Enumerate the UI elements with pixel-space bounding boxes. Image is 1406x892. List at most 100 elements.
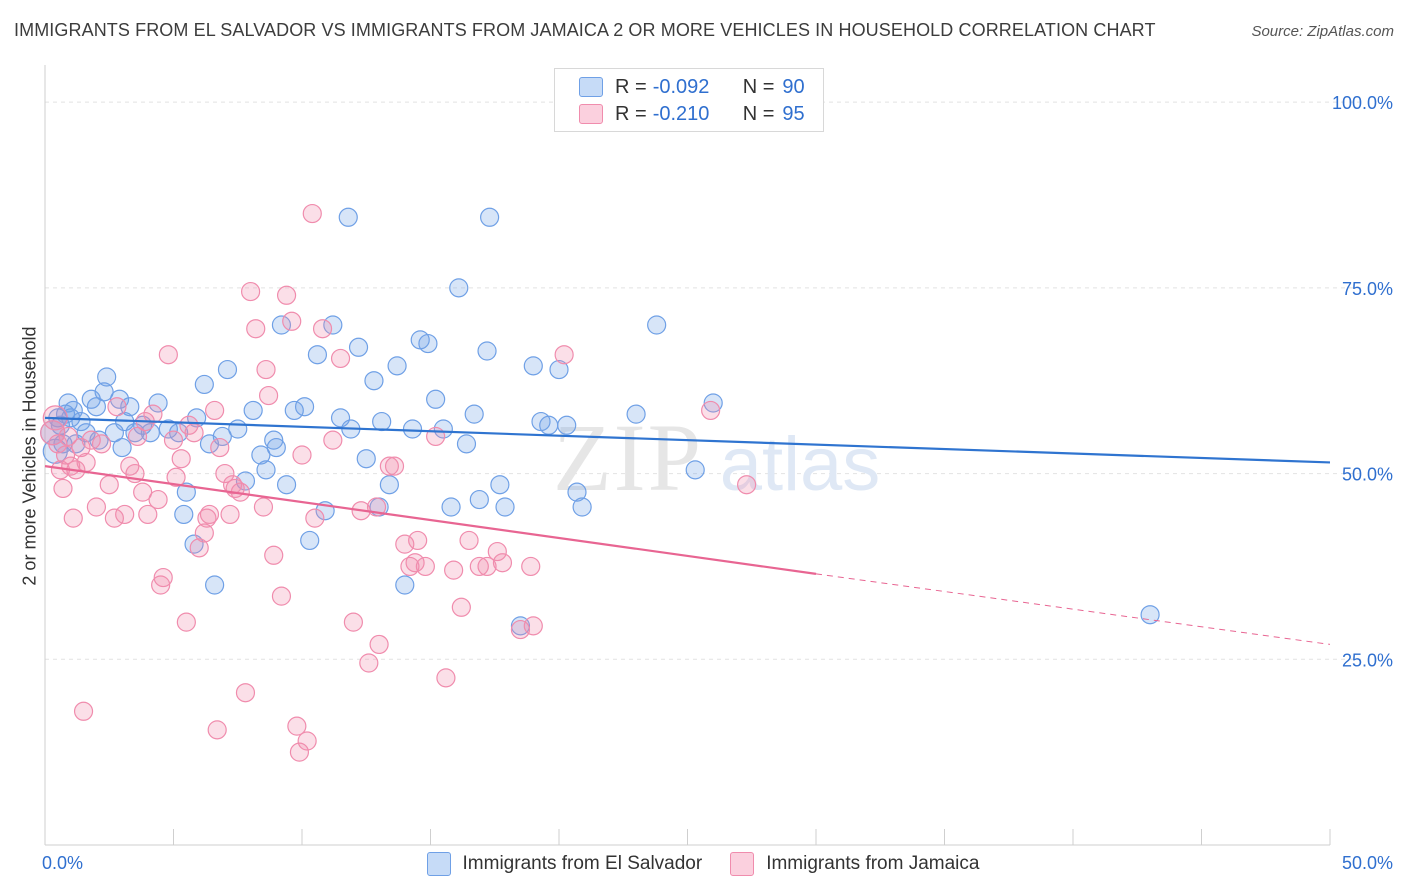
tick-labels: 25.0% 50.0% 75.0% 100.0% 0.0% 50.0% — [42, 93, 1393, 873]
data-point — [207, 720, 227, 740]
data-point — [284, 400, 304, 421]
data-point — [220, 504, 240, 525]
data-point — [572, 497, 592, 517]
data-point — [459, 530, 479, 551]
legend-row-jamaica: R = -0.210 N = 95 — [579, 102, 805, 126]
data-point — [444, 560, 464, 580]
data-point — [228, 419, 248, 439]
data-point — [71, 437, 91, 458]
data-point — [557, 415, 577, 435]
watermark-zip: ZIP — [553, 404, 703, 511]
data-point — [477, 341, 497, 361]
data-point — [356, 449, 376, 469]
data-point — [194, 374, 214, 395]
data-point — [490, 475, 510, 495]
data-point — [492, 553, 513, 573]
data-point — [48, 434, 68, 454]
data-point — [276, 285, 297, 305]
data-point — [567, 482, 587, 502]
data-point — [256, 359, 276, 380]
data-point — [451, 597, 471, 617]
data-point — [379, 456, 399, 476]
data-point — [197, 508, 217, 528]
x-tick-label: 50.0% — [1342, 853, 1393, 873]
data-point — [97, 367, 117, 387]
data-point — [99, 475, 119, 495]
data-point — [205, 400, 225, 421]
trend-line-jamaica-extension — [815, 573, 1331, 645]
data-point — [348, 337, 369, 357]
data-point — [549, 359, 569, 380]
data-point — [302, 203, 322, 224]
data-point — [523, 616, 543, 636]
data-point — [395, 534, 415, 554]
data-point — [402, 419, 423, 439]
gridlines — [45, 101, 1365, 660]
legend-n-value: 95 — [782, 102, 805, 125]
data-point — [384, 456, 405, 476]
legend-swatch-blue — [579, 77, 603, 97]
data-point — [73, 701, 94, 721]
trend-line-el-salvador — [44, 416, 1331, 464]
data-point — [469, 556, 489, 577]
data-point — [701, 400, 721, 421]
y-tick-label: 75.0% — [1342, 279, 1393, 299]
data-point — [418, 333, 438, 354]
data-point — [495, 497, 515, 517]
data-point — [297, 731, 317, 751]
data-point — [264, 430, 284, 450]
legend-r-label: R = — [615, 75, 647, 98]
data-point — [163, 430, 184, 450]
data-point — [153, 567, 173, 588]
legend-r-label: R = — [615, 102, 647, 125]
data-point — [205, 575, 225, 595]
data-point — [246, 319, 266, 339]
data-point — [369, 634, 389, 655]
data-point — [127, 426, 148, 447]
data-point — [258, 385, 279, 406]
legend-r-value: -0.092 — [652, 75, 710, 98]
data-point — [330, 348, 351, 369]
data-point — [266, 437, 286, 458]
data-point — [523, 356, 543, 376]
y-tick-label: 50.0% — [1342, 465, 1393, 485]
data-point — [287, 716, 307, 736]
legend-item-jamaica: Immigrants from Jamaica — [730, 852, 979, 876]
data-point — [364, 371, 384, 391]
data-point — [253, 497, 274, 517]
data-point — [109, 389, 130, 409]
data-point — [359, 653, 379, 673]
data-point — [289, 742, 310, 762]
data-point — [104, 508, 124, 528]
data-point — [441, 497, 461, 517]
data-point — [143, 404, 163, 424]
data-point — [94, 382, 114, 402]
data-point — [176, 482, 196, 502]
data-point — [323, 315, 343, 335]
y-axis-label: 2 or more Vehicles in Household — [19, 326, 40, 586]
stats-legend: R = -0.092 N = 90 R = -0.210 N = 95 — [554, 68, 824, 132]
data-point — [685, 460, 705, 480]
data-point — [395, 575, 415, 595]
data-point — [282, 311, 302, 331]
legend-r-value: -0.210 — [652, 102, 710, 125]
data-point — [179, 415, 199, 435]
data-point — [256, 460, 276, 480]
data-point — [235, 471, 256, 491]
data-point — [436, 668, 456, 688]
data-point — [115, 504, 135, 525]
data-point — [112, 437, 132, 458]
data-point — [189, 538, 209, 558]
data-point — [235, 683, 256, 703]
data-point — [55, 445, 76, 465]
data-point — [372, 411, 392, 432]
data-point — [487, 541, 507, 562]
data-point — [133, 482, 153, 502]
data-point — [81, 430, 101, 450]
data-point — [140, 423, 160, 443]
data-point — [510, 619, 531, 640]
data-point — [379, 475, 399, 495]
data-point — [271, 586, 292, 606]
series-jamaica — [40, 203, 757, 762]
